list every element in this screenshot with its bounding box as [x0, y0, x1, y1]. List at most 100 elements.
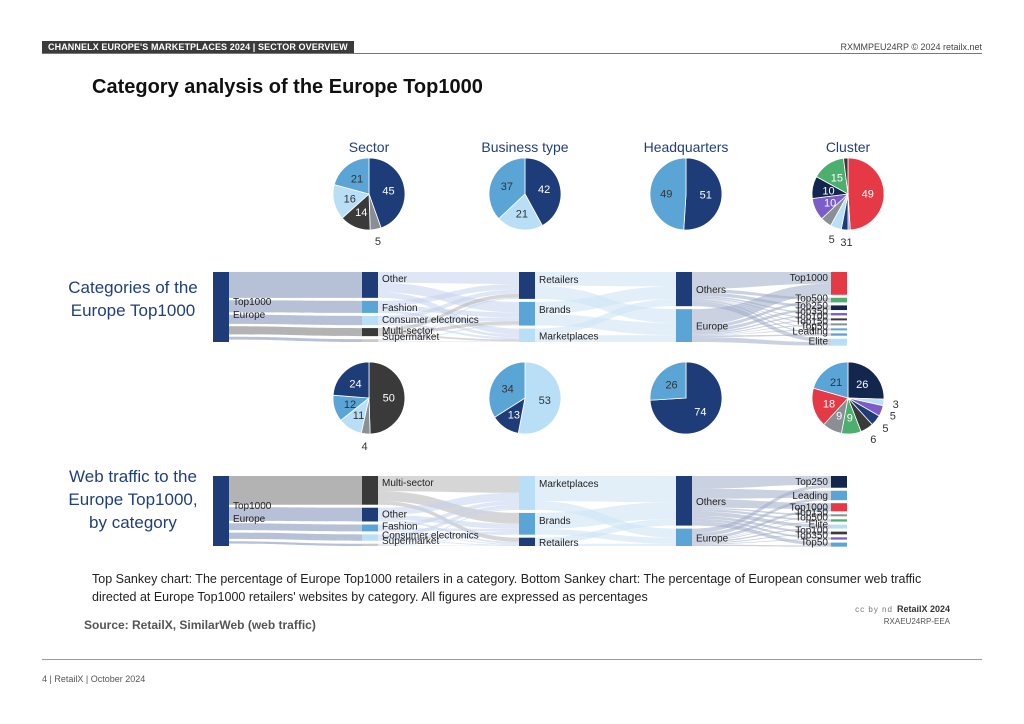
- sankey-flow: [692, 314, 831, 334]
- pie-value-label: 9: [836, 411, 842, 423]
- sankey-node-label: Leading: [792, 491, 828, 502]
- header-divider: [42, 53, 982, 54]
- pie-value-label: 10: [824, 197, 836, 209]
- sankey-node-top1000-europe: [213, 476, 229, 546]
- pie-value-label: 74: [694, 407, 706, 419]
- chart-caption: Top Sankey chart: The percentage of Euro…: [92, 572, 922, 604]
- pie-slice-top1000: [847, 157, 885, 231]
- sankey-flow: [692, 329, 831, 336]
- sankey-node-label: Supermarket: [382, 332, 439, 343]
- pie-slice-europe: [649, 361, 687, 401]
- pie-title: Cluster: [826, 139, 871, 155]
- pie-value-label: 42: [538, 184, 550, 196]
- sankey-node-label: Others: [696, 285, 726, 296]
- sankey-flow: [378, 272, 519, 284]
- sankey-flow: [692, 498, 831, 510]
- sankey-flow: [692, 518, 831, 540]
- sankey-flow: [535, 335, 676, 342]
- sankey-flow: [378, 492, 519, 516]
- sankey-node-other: [362, 507, 378, 522]
- pie-value-label: 5: [829, 234, 835, 246]
- pie-value-label: 5: [890, 410, 896, 422]
- sankey-node-other: [362, 272, 378, 298]
- sankey-flow: [378, 289, 519, 320]
- pie-value-label: 21: [351, 173, 363, 185]
- sankey-node-top350: [831, 537, 847, 540]
- pie-slice-top250: [847, 361, 885, 400]
- sankey-node-label: Top250: [795, 477, 828, 488]
- sankey-flow: [378, 297, 519, 341]
- sankey-flow: [229, 300, 362, 313]
- sankey-flow: [692, 300, 831, 343]
- sankey-flow: [692, 509, 831, 540]
- sankey-flow: [378, 283, 519, 306]
- sankey-node-hq-europe: [676, 309, 692, 342]
- sankey-node-top150: [831, 323, 847, 326]
- sankey-node-hq-others: [676, 272, 692, 307]
- pie-slice-fashion: [333, 157, 370, 195]
- sankey-node-top250: [831, 305, 847, 311]
- sankey-flow: [229, 336, 362, 342]
- sankey-node-label: Europe: [696, 533, 729, 544]
- sankey-node-consumer-electronics: [362, 534, 378, 541]
- report-reference: RXMMPEU24RP © 2024 retailx.net: [840, 42, 982, 52]
- sankey-node-label: Top1000: [233, 297, 272, 308]
- sankey-flow: [692, 520, 831, 542]
- sankey-flow: [378, 321, 519, 335]
- sankey-flow: [692, 337, 831, 346]
- page-title: Category analysis of the Europe Top1000: [92, 76, 483, 98]
- pie-slice-marketplaces: [517, 361, 562, 435]
- sankey-flow: [378, 539, 519, 546]
- pie-value-label: 49: [660, 188, 672, 200]
- sankey-flow: [692, 307, 831, 333]
- sankey-node-top500: [831, 519, 847, 522]
- pie-slice-other: [332, 361, 370, 399]
- sankey-node-label: Europe: [233, 310, 266, 321]
- sankey-node-hq-europe: [676, 528, 692, 546]
- sankey-node-leading: [831, 490, 847, 501]
- pie-value-label: 45: [382, 186, 394, 198]
- pie-value-label: 26: [856, 379, 868, 391]
- sankey-node-label: Europe: [233, 514, 266, 525]
- sankey-node-label: Multi-sector: [382, 326, 434, 337]
- sankey-flow: [692, 300, 831, 329]
- sankey-node-label: Marketplaces: [539, 479, 598, 490]
- source-note: Source: RetailX, SimilarWeb (web traffic…: [84, 618, 316, 632]
- sankey-flow: [229, 523, 362, 532]
- sankey-node-label: Other: [382, 274, 408, 285]
- sankey-node-label: Top1000: [790, 273, 829, 284]
- sankey-node-brands: [519, 301, 535, 326]
- sankey-node-top100: [831, 531, 847, 535]
- sankey-flow: [378, 519, 519, 544]
- sankey-flow: [378, 504, 519, 538]
- sankey-flow: [229, 476, 362, 505]
- pie-slice-europe: [649, 157, 687, 231]
- sankey-node-top250: [831, 476, 847, 488]
- sankey-flow: [378, 293, 519, 332]
- sankey-flow: [692, 319, 831, 335]
- sankey-flow: [535, 286, 676, 314]
- sankey-node-label: Brands: [539, 305, 571, 316]
- pie-title: Headquarters: [644, 139, 729, 155]
- sankey-flow: [692, 539, 831, 545]
- pie-slice-leading: [812, 361, 849, 399]
- sankey-node-brands: [519, 512, 535, 535]
- sankey-flow: [535, 502, 676, 530]
- sankey-node-marketplaces: [519, 328, 535, 342]
- pie-value-label: 5: [375, 236, 381, 248]
- sankey-flow: [229, 541, 362, 546]
- sankey-node-label: Top1000: [233, 501, 272, 512]
- sankey-node-label: Consumer electronics: [382, 531, 479, 542]
- pie-title: Business type: [481, 139, 568, 155]
- sankey-node-label: Top500: [795, 293, 828, 304]
- sankey-flow: [535, 543, 676, 546]
- sankey-flow: [535, 272, 676, 287]
- pie-value-label: 4: [361, 441, 367, 453]
- sankey-node-label: Top350: [795, 306, 828, 317]
- pie-value-label: 13: [508, 409, 520, 421]
- sankey-flow: [692, 476, 831, 489]
- footer-divider: [42, 659, 982, 660]
- sankey-node-fashion: [362, 300, 378, 313]
- sankey-node-top150: [831, 514, 847, 517]
- pie-value-label: 15: [831, 173, 843, 185]
